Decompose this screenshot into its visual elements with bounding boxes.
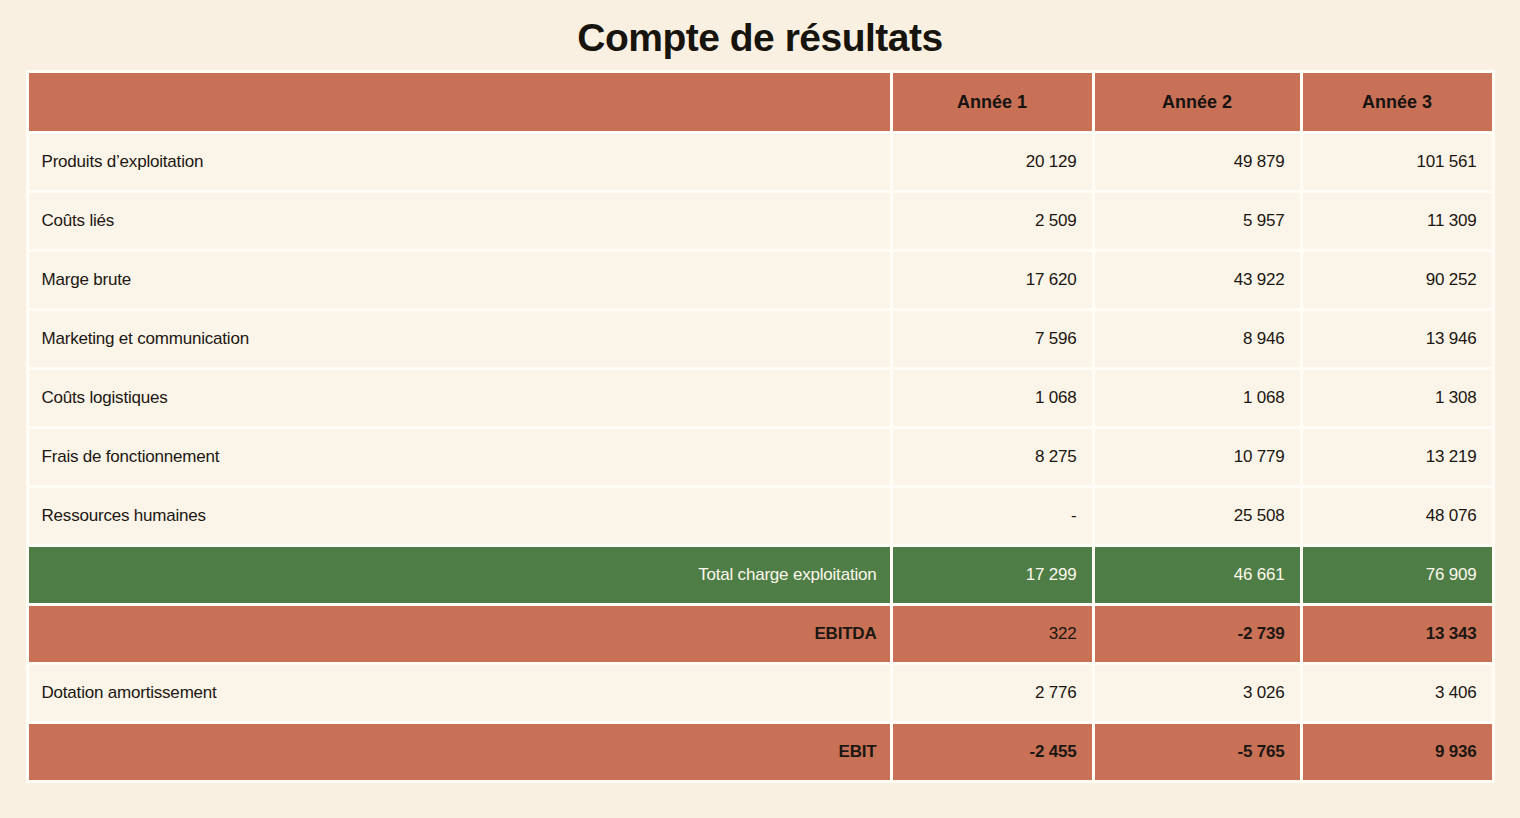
cell-annee-3: 76 909: [1303, 547, 1492, 603]
cell-annee-1: -: [893, 488, 1092, 544]
cell-annee-2: 10 779: [1095, 429, 1300, 485]
cell-annee-3: 48 076: [1303, 488, 1492, 544]
cell-annee-1: 2 776: [893, 665, 1092, 721]
table-row: Produits d’exploitation 20 129 49 879 10…: [29, 134, 1492, 190]
page-title: Compte de résultats: [0, 16, 1520, 60]
table-row: Frais de fonctionnement 8 275 10 779 13 …: [29, 429, 1492, 485]
cell-annee-1: 17 620: [893, 252, 1092, 308]
cell-annee-3: 3 406: [1303, 665, 1492, 721]
cell-annee-2: -5 765: [1095, 724, 1300, 780]
cell-annee-2: 46 661: [1095, 547, 1300, 603]
table-header-row: Année 1 Année 2 Année 3: [29, 73, 1492, 131]
cell-annee-1: 8 275: [893, 429, 1092, 485]
cell-annee-1: -2 455: [893, 724, 1092, 780]
header-empty-cell: [29, 73, 890, 131]
cell-annee-3: 1 308: [1303, 370, 1492, 426]
cell-annee-2: -2 739: [1095, 606, 1300, 662]
cell-annee-3: 90 252: [1303, 252, 1492, 308]
cell-annee-2: 25 508: [1095, 488, 1300, 544]
table-row: Total charge exploitation 17 299 46 661 …: [29, 547, 1492, 603]
cell-annee-3: 9 936: [1303, 724, 1492, 780]
table-row: EBITDA 322 -2 739 13 343: [29, 606, 1492, 662]
header-annee-3: Année 3: [1303, 73, 1492, 131]
cell-annee-1: 7 596: [893, 311, 1092, 367]
cell-annee-2: 43 922: [1095, 252, 1300, 308]
page: Compte de résultats Année 1 Année 2 Anné…: [0, 16, 1520, 783]
table-row: Coûts liés 2 509 5 957 11 309: [29, 193, 1492, 249]
cell-annee-1: 1 068: [893, 370, 1092, 426]
cell-annee-1: 17 299: [893, 547, 1092, 603]
table-row: Marge brute 17 620 43 922 90 252: [29, 252, 1492, 308]
row-label: EBITDA: [29, 606, 890, 662]
row-label: Produits d’exploitation: [29, 134, 890, 190]
cell-annee-3: 11 309: [1303, 193, 1492, 249]
row-label: Coûts logistiques: [29, 370, 890, 426]
cell-annee-2: 5 957: [1095, 193, 1300, 249]
table-row: Coûts logistiques 1 068 1 068 1 308: [29, 370, 1492, 426]
cell-annee-3: 13 219: [1303, 429, 1492, 485]
header-annee-2: Année 2: [1095, 73, 1300, 131]
cell-annee-2: 3 026: [1095, 665, 1300, 721]
table-row: Dotation amortissement 2 776 3 026 3 406: [29, 665, 1492, 721]
row-label: Marketing et communication: [29, 311, 890, 367]
row-label: Frais de fonctionnement: [29, 429, 890, 485]
cell-annee-1: 20 129: [893, 134, 1092, 190]
cell-annee-2: 49 879: [1095, 134, 1300, 190]
row-label: Marge brute: [29, 252, 890, 308]
row-label: Dotation amortissement: [29, 665, 890, 721]
table-row: Ressources humaines - 25 508 48 076: [29, 488, 1492, 544]
row-label: Total charge exploitation: [29, 547, 890, 603]
cell-annee-3: 101 561: [1303, 134, 1492, 190]
cell-annee-2: 1 068: [1095, 370, 1300, 426]
table-row: Marketing et communication 7 596 8 946 1…: [29, 311, 1492, 367]
table-row: EBIT -2 455 -5 765 9 936: [29, 724, 1492, 780]
cell-annee-1: 322: [893, 606, 1092, 662]
cell-annee-3: 13 343: [1303, 606, 1492, 662]
row-label: Coûts liés: [29, 193, 890, 249]
header-annee-1: Année 1: [893, 73, 1092, 131]
row-label: EBIT: [29, 724, 890, 780]
cell-annee-1: 2 509: [893, 193, 1092, 249]
cell-annee-2: 8 946: [1095, 311, 1300, 367]
row-label: Ressources humaines: [29, 488, 890, 544]
income-statement-table: Année 1 Année 2 Année 3 Produits d’explo…: [26, 70, 1495, 783]
cell-annee-3: 13 946: [1303, 311, 1492, 367]
